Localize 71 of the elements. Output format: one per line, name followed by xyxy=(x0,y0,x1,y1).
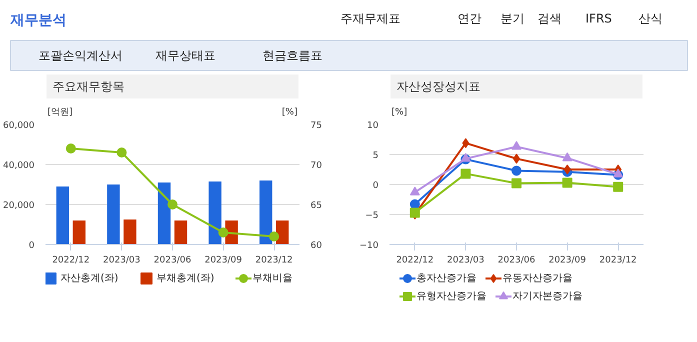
bar xyxy=(259,180,272,244)
text: 검색 xyxy=(538,12,562,26)
bar xyxy=(174,220,188,244)
point xyxy=(218,228,228,238)
point xyxy=(460,168,471,179)
x-tick-label: 2023/09 xyxy=(204,256,242,266)
y-tick-label: 20,000 xyxy=(3,201,35,211)
point xyxy=(613,182,624,192)
point xyxy=(66,144,76,154)
text: 연간 xyxy=(458,12,482,26)
x-tick-label: 2023/06 xyxy=(498,256,536,266)
y-axis-title: [%] xyxy=(392,108,408,118)
bar xyxy=(107,184,120,244)
bar xyxy=(56,186,69,244)
x-tick-label: 2023/06 xyxy=(154,256,192,266)
text: 재무상태표 xyxy=(156,48,216,62)
point xyxy=(168,200,178,210)
text: 현금흐름표 xyxy=(262,48,322,62)
chart-title: 자산성장성지표 xyxy=(396,80,480,94)
point xyxy=(460,153,471,162)
text: 산식 xyxy=(638,12,662,26)
point xyxy=(462,138,470,148)
y-tick-label: 0 xyxy=(28,241,35,251)
chart-title: 주요재무항목 xyxy=(52,80,124,94)
y-tick-label: 5 xyxy=(372,151,379,161)
text: 분기 xyxy=(500,12,524,26)
x-tick-label: 2023/03 xyxy=(103,256,140,266)
point xyxy=(512,141,522,150)
y-tick-label: 40,000 xyxy=(3,161,35,171)
point xyxy=(512,178,522,188)
x-tick-label: 2023/12 xyxy=(255,256,293,266)
point xyxy=(116,148,127,158)
legend-label: 유형자산증가율 xyxy=(416,291,486,302)
bar xyxy=(124,220,136,244)
y2-tick-label: 70 xyxy=(310,161,322,171)
y2-axis-title: [%] xyxy=(282,108,298,118)
point xyxy=(562,178,572,188)
x-tick-label: 2022/12 xyxy=(52,256,90,266)
y-tick-label: −5 xyxy=(365,211,379,221)
legend-label: 자기자본증가율 xyxy=(512,291,582,302)
legend-label: 부채비율 xyxy=(252,273,292,284)
legend-label: 자산총계(좌) xyxy=(60,273,118,284)
y-tick-label: 10 xyxy=(367,121,379,131)
legend-label: 총자산증가율 xyxy=(416,273,476,284)
text: 주재무제표 xyxy=(340,12,400,26)
point xyxy=(564,164,571,174)
x-tick-label: 2023/09 xyxy=(548,256,586,266)
bar xyxy=(158,182,171,244)
x-tick-label: 2023/12 xyxy=(599,256,637,266)
y-tick-label: 0 xyxy=(372,181,379,191)
legend-label: 유동자산증가율 xyxy=(502,273,572,284)
x-tick-label: 2022/12 xyxy=(396,256,434,266)
bar xyxy=(72,220,86,244)
text: 재무분석 xyxy=(10,12,66,28)
point xyxy=(410,186,420,196)
point xyxy=(269,232,280,242)
y-tick-label: −10 xyxy=(360,241,379,251)
legend-label: 부채총계(좌) xyxy=(156,273,214,284)
y-axis-title: [억원] xyxy=(48,108,73,118)
point xyxy=(562,152,572,162)
y-tick-label: 60,000 xyxy=(3,121,35,131)
bar xyxy=(276,220,289,244)
point xyxy=(512,166,522,176)
x-tick-label: 2023/03 xyxy=(447,256,484,266)
y2-tick-label: 60 xyxy=(310,241,322,251)
text: 포괄손익계산서 xyxy=(38,48,122,62)
y2-tick-label: 65 xyxy=(310,201,322,211)
y2-tick-label: 75 xyxy=(310,121,322,131)
text: IFRS xyxy=(586,12,612,26)
point xyxy=(613,168,624,178)
bar xyxy=(208,182,222,244)
